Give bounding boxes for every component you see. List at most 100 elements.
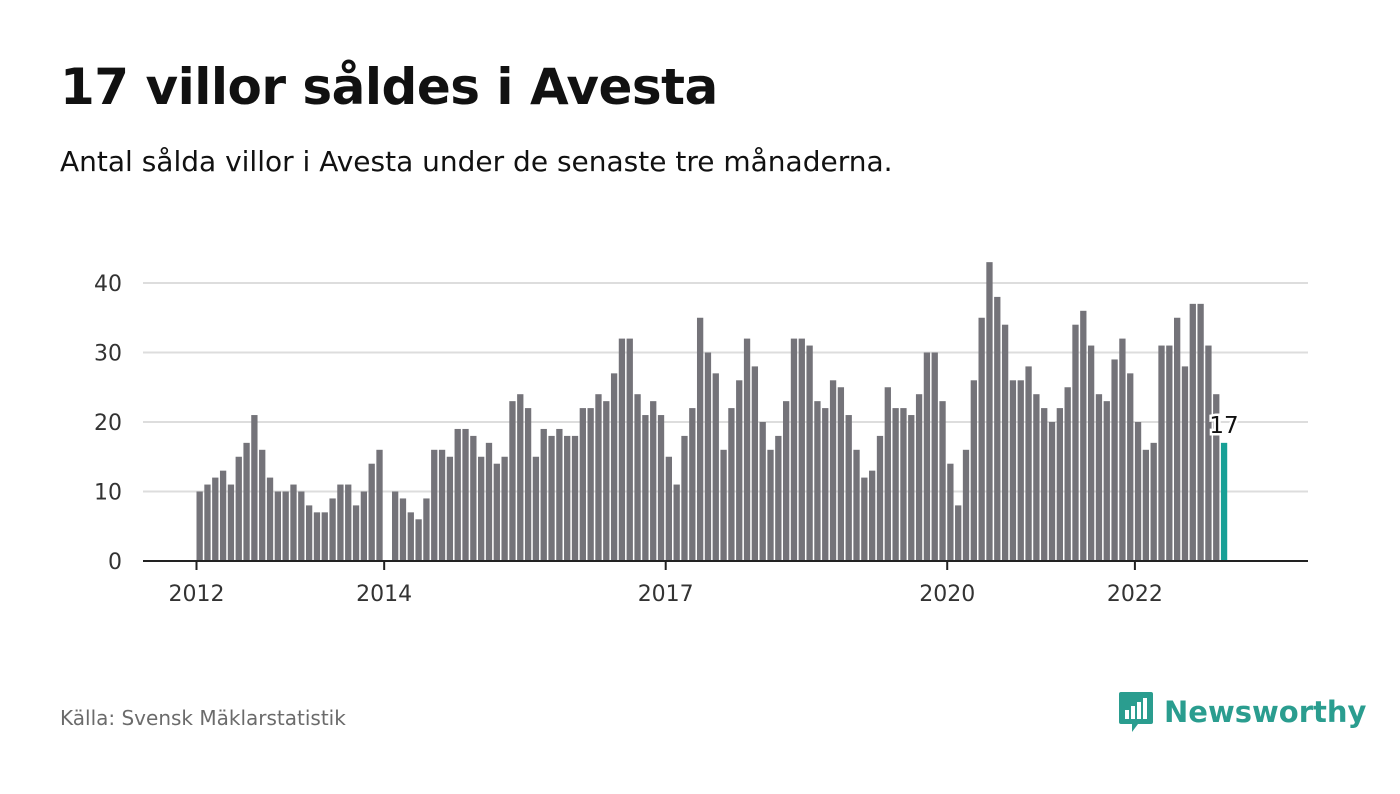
bar <box>845 415 852 561</box>
bar <box>1033 394 1040 561</box>
bar <box>876 435 884 561</box>
bar <box>259 449 266 561</box>
bar <box>360 491 368 561</box>
bar <box>892 408 899 561</box>
highlight-value-label: 17 <box>1209 413 1238 439</box>
bar <box>313 512 321 561</box>
bar <box>1041 408 1048 561</box>
bar <box>282 491 289 561</box>
bar <box>196 491 203 561</box>
bar <box>235 456 242 561</box>
bar <box>204 484 211 561</box>
bar <box>556 428 563 561</box>
bar <box>493 463 500 561</box>
x-tick-label: 2017 <box>638 582 694 607</box>
brand-name: Newsworthy <box>1164 695 1367 729</box>
y-tick-label: 0 <box>108 550 122 575</box>
bar <box>524 408 532 561</box>
bar <box>1080 310 1087 561</box>
bar <box>329 498 336 561</box>
bar-chart-speech-bubble-icon <box>1119 692 1153 732</box>
bar <box>908 415 915 561</box>
chart-subtitle: Antal sålda villor i Avesta under de sen… <box>60 145 893 178</box>
bar <box>243 442 250 561</box>
bar <box>1017 380 1024 561</box>
bar <box>548 435 555 561</box>
bar <box>704 352 712 561</box>
bar <box>767 449 774 561</box>
bar <box>1142 449 1150 561</box>
bar <box>939 401 946 561</box>
bar <box>587 408 594 561</box>
bar <box>517 394 524 561</box>
bar <box>759 422 766 561</box>
bar <box>1111 359 1118 561</box>
y-tick-label: 30 <box>94 342 122 367</box>
bar <box>352 505 360 561</box>
y-tick-label: 10 <box>94 481 122 506</box>
bar <box>736 380 743 561</box>
bar <box>696 317 704 561</box>
bar <box>407 512 414 561</box>
bar <box>1189 303 1196 561</box>
bar <box>251 415 258 561</box>
bar <box>642 415 649 561</box>
bar <box>337 484 344 561</box>
bar <box>1025 366 1032 561</box>
bar <box>1009 380 1017 561</box>
bar <box>532 456 540 561</box>
bar <box>861 477 868 561</box>
bar <box>728 408 735 561</box>
bar <box>1127 373 1134 561</box>
bar <box>290 484 297 561</box>
bar <box>509 401 516 561</box>
bar <box>478 456 485 561</box>
bar <box>1134 422 1142 561</box>
bar <box>689 408 696 561</box>
bar <box>1150 442 1157 561</box>
bar <box>485 442 493 561</box>
bar <box>579 408 586 561</box>
bar <box>345 484 352 561</box>
bar <box>603 401 610 561</box>
bar <box>1056 408 1063 561</box>
bar <box>884 387 891 561</box>
bar <box>1087 345 1095 561</box>
bar <box>673 484 680 561</box>
bar <box>720 449 727 561</box>
bar <box>915 394 923 561</box>
bar <box>423 498 430 561</box>
bar <box>1064 387 1071 561</box>
bar <box>970 380 977 561</box>
bar <box>610 373 618 561</box>
bar <box>1103 401 1110 561</box>
bar <box>321 512 328 561</box>
bar <box>1072 324 1079 561</box>
bar <box>994 296 1001 561</box>
bar <box>829 380 837 561</box>
bar <box>1119 338 1126 561</box>
bar <box>962 449 970 561</box>
bar <box>986 262 993 561</box>
bar <box>978 317 985 561</box>
bar <box>1095 394 1103 561</box>
bar <box>438 449 446 561</box>
bar <box>1205 345 1212 561</box>
bar <box>368 463 375 561</box>
bar <box>712 373 719 561</box>
x-tick-label: 2014 <box>356 582 412 607</box>
bar <box>775 435 782 561</box>
bar <box>540 428 547 561</box>
bar <box>219 470 227 561</box>
bar <box>1166 345 1173 561</box>
bar <box>431 449 438 561</box>
bar <box>571 435 579 561</box>
bar <box>1181 366 1189 561</box>
bar <box>227 484 235 561</box>
bar <box>305 505 313 561</box>
brand-logo: Newsworthy <box>1118 690 1366 734</box>
bar <box>626 338 633 561</box>
bar <box>853 449 860 561</box>
bar <box>947 463 954 561</box>
bar <box>266 477 274 561</box>
